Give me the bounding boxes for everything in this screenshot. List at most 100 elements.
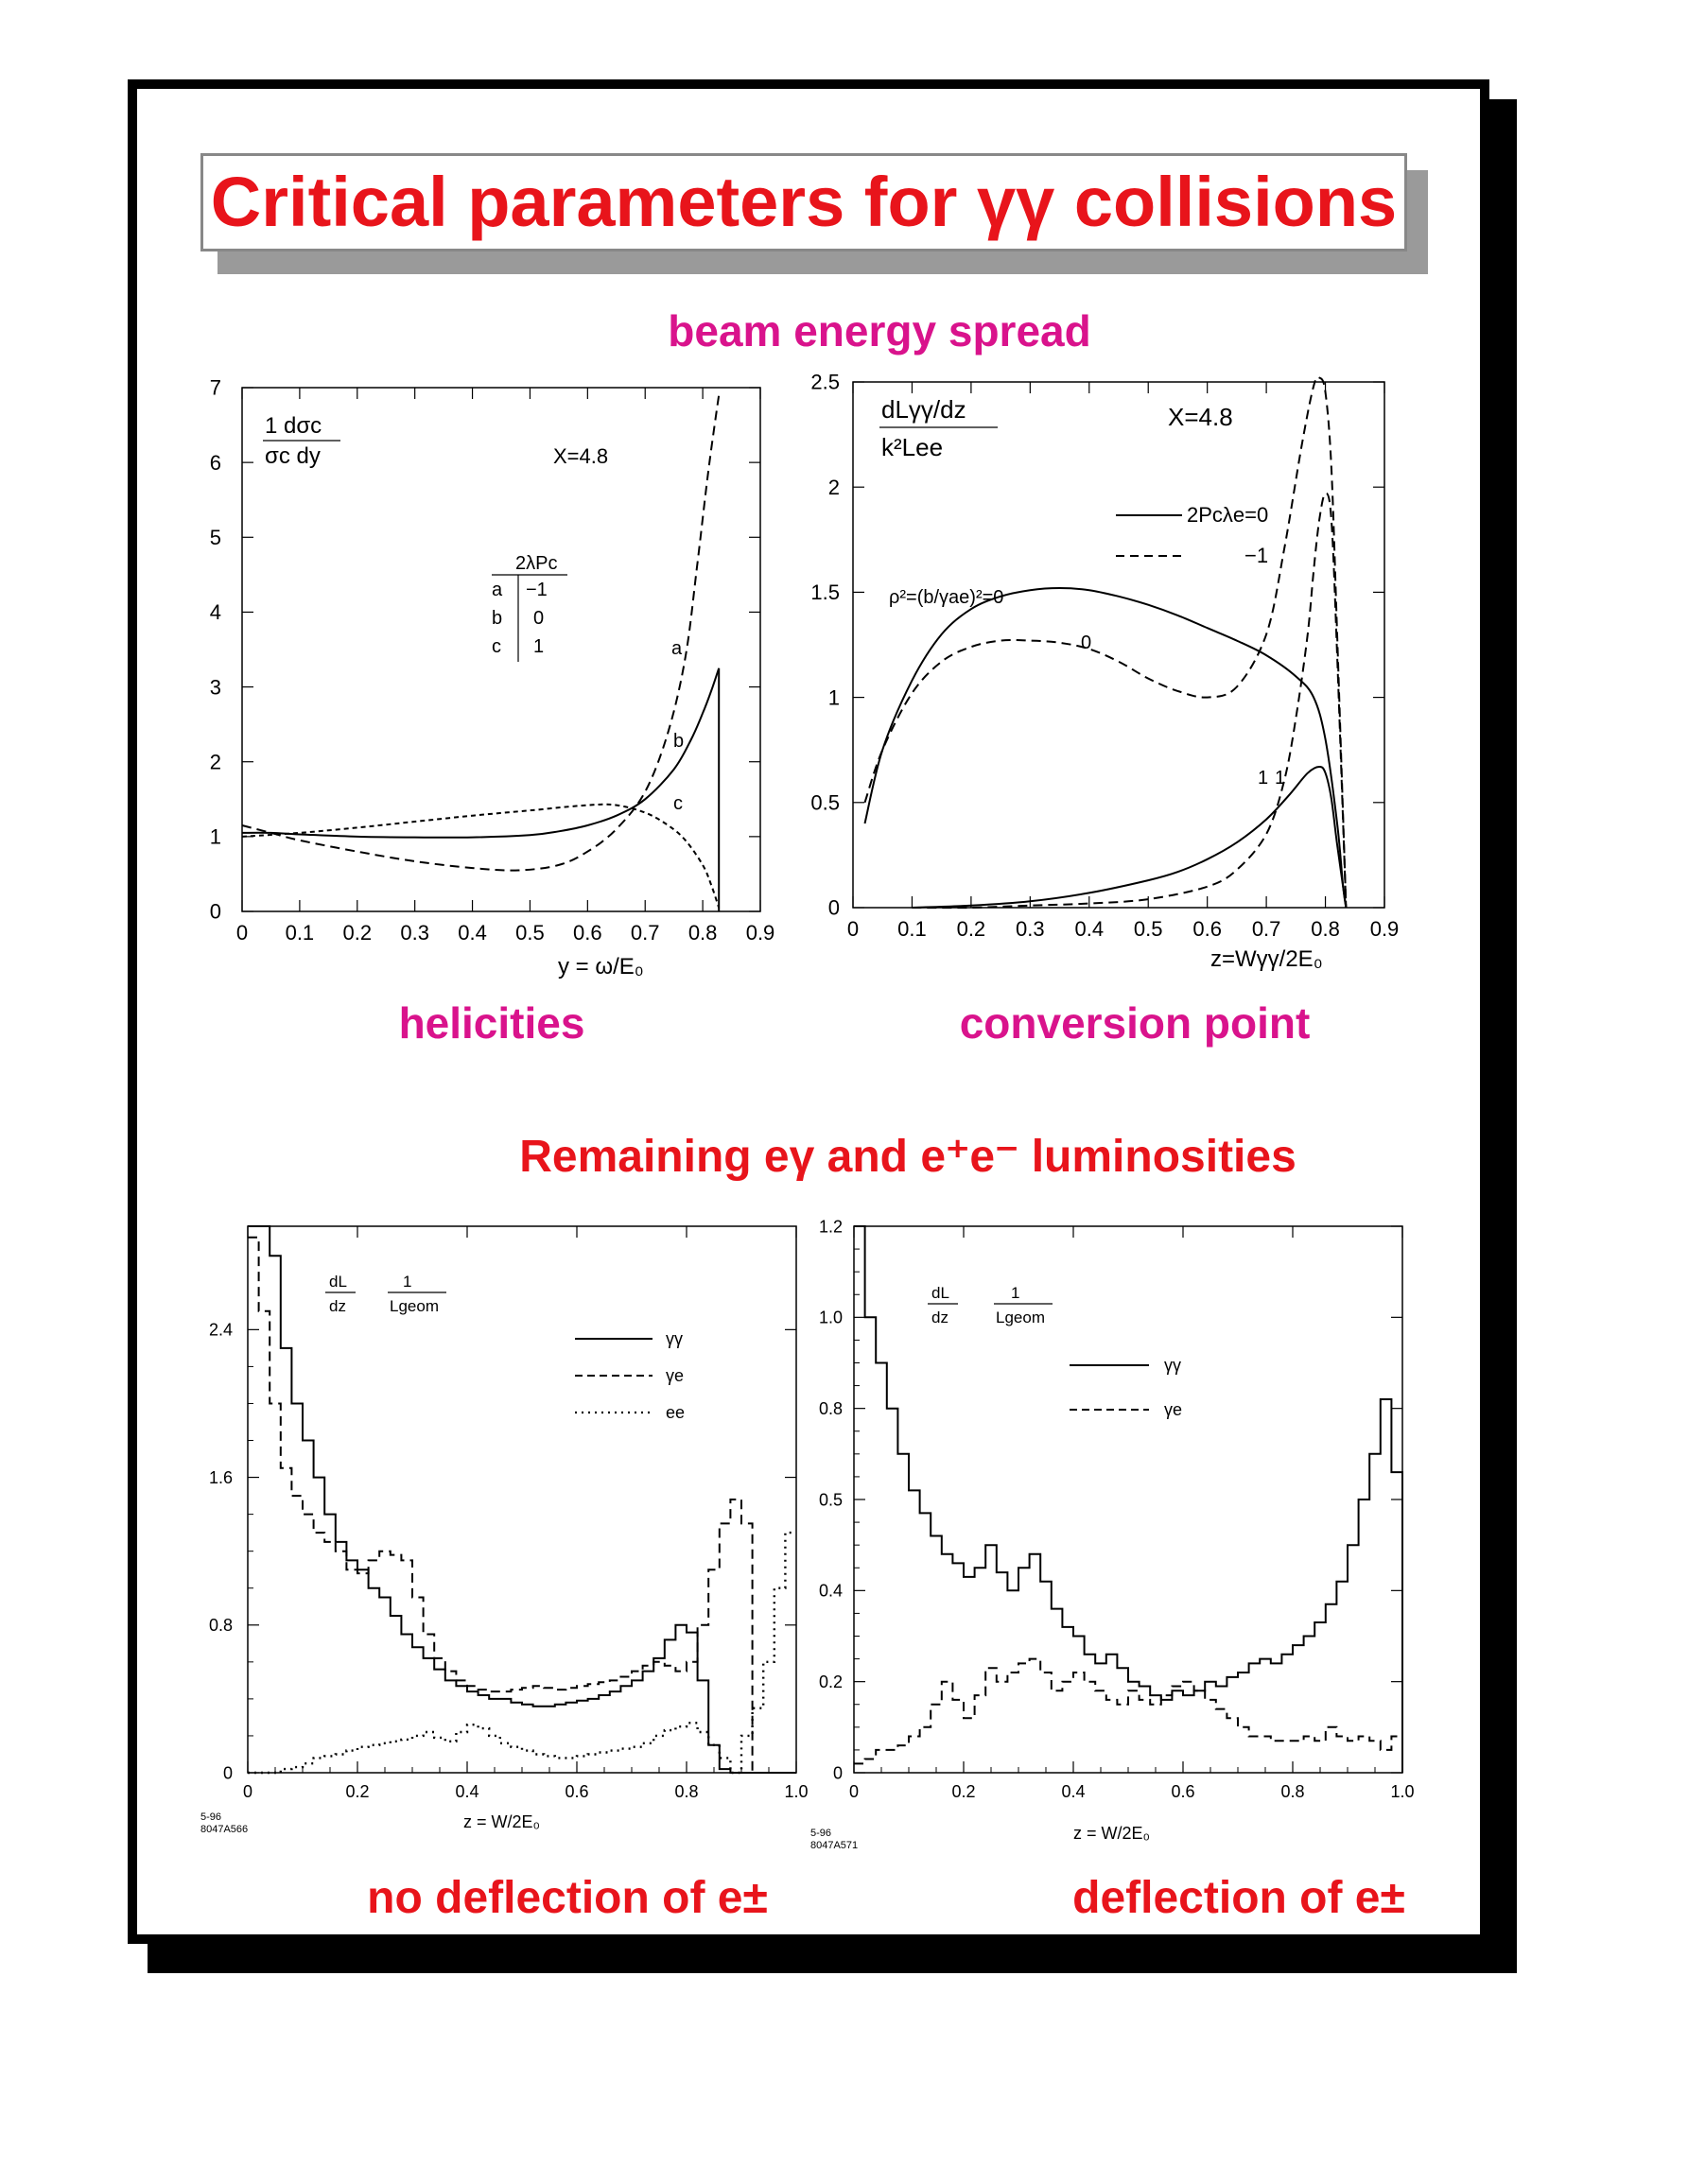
curve-label-one-b: 1 [1275, 768, 1285, 789]
y-label-denominator: k²Lee [881, 433, 943, 461]
legend-label-gg: γγ [1164, 1356, 1181, 1375]
x-tick-label: 0 [243, 1782, 252, 1801]
heading-deflection: deflection of e± [1072, 1873, 1405, 1923]
y-label-denominator: dz [329, 1297, 346, 1315]
heading-helicities: helicities [398, 998, 585, 1048]
y-tick-label: 1 [210, 825, 221, 849]
x-tick-label: 0.5 [515, 921, 545, 945]
x-tick-label: 0 [849, 1782, 859, 1801]
series-line-b [241, 667, 721, 839]
heading-beam-energy-spread: beam energy spread [668, 306, 1091, 355]
x-tick-label: 0.6 [573, 921, 602, 945]
x-tick-label: 0.4 [1061, 1782, 1085, 1801]
y-tick-label: 7 [210, 376, 221, 400]
y-label-numerator: dL [329, 1273, 347, 1291]
chart-conversion-point: 0 0.1 0.2 0.3 0.4 0.5 0.6 0.7 0.8 0.9 0 0.5 1 1.5 2 2.5… [810, 371, 1400, 972]
chart-no-deflection: 0 0.2 0.4 0.6 0.8 1.0 0 0.8 1.6 2.4 dL dz 1 Lgeom… [200, 1225, 809, 1835]
y-label-numerator: 1 dσc [265, 413, 322, 439]
x-axis-label: z = W/2E₀ [1073, 1824, 1150, 1843]
x-tick-label: 0.1 [286, 921, 315, 945]
x-tick-label: 1.0 [1390, 1782, 1414, 1801]
x-tick-label: 0.2 [342, 921, 372, 945]
series-line-a [241, 394, 721, 872]
y-tick-label: 5 [210, 526, 221, 549]
y-tick-label: 0.2 [819, 1673, 843, 1691]
x-tick-label: 0.9 [1370, 917, 1400, 941]
legend-label-ge: γe [666, 1366, 684, 1385]
y-tick-label: 6 [210, 451, 221, 475]
y-tick-label: 1.6 [209, 1468, 233, 1487]
y-tick-label: 4 [210, 600, 221, 624]
x-tick-label: 0.3 [400, 921, 429, 945]
x-axis-label: z=Wγγ/2E₀ [1210, 946, 1323, 972]
y-tick-label: 2 [210, 750, 221, 773]
curve-label-b: b [673, 731, 684, 752]
y-tick-label: 0.4 [819, 1582, 843, 1601]
x-tick-label: 0.6 [565, 1782, 588, 1801]
legend-row-c-val: 1 [533, 636, 544, 657]
page-title: Critical parameters for γγ collisions [210, 163, 1398, 241]
curve-label-a: a [671, 638, 683, 659]
x-axis-label: y = ω/E₀ [558, 954, 644, 979]
y-label-numerator: dL [931, 1284, 949, 1302]
series-line-s1 [863, 375, 1348, 909]
legend-label-solid: 2Pcλe=0 [1187, 503, 1268, 527]
x-tick-label: 0.4 [1074, 917, 1104, 941]
x-tick-label: 0.5 [1134, 917, 1163, 941]
y-tick-label: 0 [210, 900, 221, 924]
x-tick-label: 0.6 [1192, 917, 1222, 941]
x-tick-label: 0.8 [1311, 917, 1340, 941]
histogram-γe [248, 1236, 796, 1774]
y-tick-label: 1.0 [819, 1309, 843, 1327]
curve-label-rho0: ρ²=(b/γae)²=0 [889, 587, 1003, 608]
y-tick-label: 2.4 [209, 1321, 233, 1340]
series-line-c [241, 803, 721, 909]
x-tick-label: 0.8 [1280, 1782, 1304, 1801]
x-tick-label: 0.6 [1171, 1782, 1194, 1801]
footnote-date: 5-96 [810, 1828, 831, 1839]
legend-row-a-key: a [492, 580, 503, 600]
x-axis-label: z = W/2E₀ [463, 1812, 540, 1831]
plot-frame [852, 381, 1385, 909]
x-tick-label: 0.8 [688, 921, 718, 945]
y-tick-label: 1 [828, 685, 840, 709]
x-tick-label: 0.9 [746, 921, 775, 945]
heading-remaining-luminosities: Remaining eγ and e⁺e⁻ luminosities [519, 1132, 1296, 1182]
chart-deflection: 0 0.2 0.4 0.6 0.8 1.0 0 0.2 0.4 0.5 0.8 1.0 1.2 dL d… [810, 1217, 1415, 1851]
histogram-γγ [854, 1225, 1403, 1773]
x-tick-label: 0.4 [455, 1782, 479, 1801]
chart-helicities: 0 0.1 0.2 0.3 0.4 0.5 0.6 0.7 0.8 0.9 0 1 2 3 4 5 6 7 1 d… [210, 376, 775, 979]
slide-frame [128, 79, 1489, 1944]
x-tick-label: 0 [236, 921, 248, 945]
y-tick-label: 3 [210, 675, 221, 699]
x-tick-label: 0.1 [897, 917, 927, 941]
y-tick-label: 1.2 [819, 1217, 843, 1236]
annotation-x48: X=4.8 [1168, 403, 1233, 431]
histogram-γγ [248, 1225, 796, 1774]
heading-no-deflection: no deflection of e± [367, 1873, 768, 1923]
histogram-γe [854, 1657, 1403, 1765]
heading-conversion-point: conversion point [959, 998, 1311, 1048]
legend-row-b-key: b [492, 608, 502, 629]
x-tick-label: 0.7 [1252, 917, 1281, 941]
series-line-s0 [863, 586, 1348, 909]
footnote-code: 8047A571 [810, 1840, 858, 1851]
x-tick-label: 0.8 [674, 1782, 698, 1801]
y-label-numerator-2: 1 [403, 1273, 411, 1291]
y-tick-label: 0 [223, 1763, 233, 1782]
y-tick-label: 2.5 [810, 371, 840, 394]
histogram-ee [248, 1531, 796, 1775]
legend-table-header: 2λPc [515, 553, 557, 574]
series-line-s3 [912, 492, 1348, 910]
x-tick-label: 0.2 [951, 1782, 975, 1801]
footnote-date: 5-96 [200, 1811, 221, 1823]
x-tick-label: 0.2 [957, 917, 986, 941]
y-tick-label: 0 [833, 1763, 843, 1782]
y-label-denominator-2: Lgeom [390, 1297, 439, 1315]
y-label-denominator: dz [931, 1309, 948, 1326]
y-tick-label: 0 [828, 896, 840, 920]
y-tick-label: 1.5 [810, 581, 840, 604]
curve-label-c: c [673, 793, 683, 814]
x-tick-label: 1.0 [784, 1782, 808, 1801]
y-tick-label: 0.5 [810, 791, 840, 815]
